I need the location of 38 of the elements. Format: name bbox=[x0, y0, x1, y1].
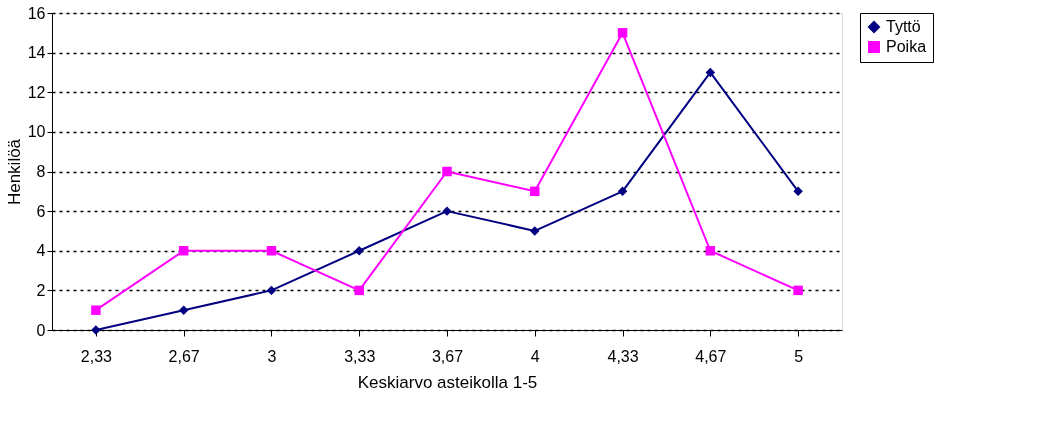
x-tick-label: 3 bbox=[267, 347, 277, 365]
x-tick-label: 2,33 bbox=[80, 347, 113, 365]
y-tick-label: 0 bbox=[36, 321, 46, 339]
legend-label: Poika bbox=[886, 38, 927, 55]
y-tick-label: 10 bbox=[27, 123, 46, 141]
x-tick-label: 3,67 bbox=[431, 347, 464, 365]
legend-label: Tyttö bbox=[886, 18, 921, 35]
x-tick-label: 4,33 bbox=[607, 347, 639, 365]
y-tick-label: 12 bbox=[27, 83, 46, 101]
y-axis-title: Henkilöä bbox=[4, 138, 24, 206]
x-tick-label: 2,67 bbox=[168, 347, 200, 365]
point bbox=[266, 285, 277, 296]
x-tick-label: 3,33 bbox=[344, 347, 376, 365]
point bbox=[442, 166, 452, 177]
point bbox=[793, 186, 803, 197]
point bbox=[91, 305, 101, 315]
x-axis-title: Keskiarvo asteikolla 1-5 bbox=[357, 372, 538, 392]
point bbox=[178, 305, 189, 315]
point bbox=[705, 246, 716, 256]
point bbox=[617, 186, 628, 197]
point bbox=[178, 246, 189, 256]
y-tick-label: 8 bbox=[36, 163, 46, 180]
y-tick-label: 2 bbox=[36, 281, 46, 299]
point bbox=[530, 186, 540, 197]
x-tick-label: 4,67 bbox=[695, 347, 727, 365]
point bbox=[354, 246, 364, 256]
point bbox=[705, 67, 716, 78]
point bbox=[354, 285, 364, 296]
x-tick-label: 4 bbox=[530, 347, 540, 365]
point bbox=[266, 246, 277, 256]
x-tick-label: 5 bbox=[794, 347, 804, 365]
point bbox=[793, 285, 803, 296]
y-tick-label: 16 bbox=[27, 4, 46, 22]
point bbox=[530, 226, 540, 236]
y-tick-label: 4 bbox=[36, 242, 46, 260]
point bbox=[617, 28, 628, 38]
y-tick-label: 6 bbox=[36, 202, 46, 220]
y-tick-label: 14 bbox=[27, 44, 46, 62]
